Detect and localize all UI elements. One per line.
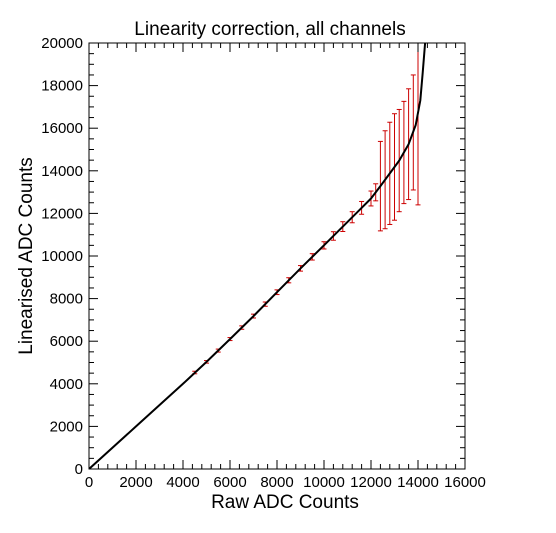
y-tick-label: 12000 [41, 205, 83, 222]
x-axis-label: Raw ADC Counts [211, 492, 359, 513]
x-tick-label: 10000 [303, 474, 345, 491]
y-tick-label: 18000 [41, 78, 83, 95]
x-tick-label: 6000 [213, 474, 246, 491]
y-axis-label: Linearised ADC Counts [16, 157, 37, 355]
curve-layer [89, 43, 427, 469]
linearity-curve [89, 43, 427, 469]
error-bars [192, 43, 421, 375]
tick-labels: 0 2000 4000 6000 8000 10000 12000 14000 16000 0 20… [41, 35, 486, 491]
x-tick-label: 0 [85, 474, 93, 491]
y-tick-label: 2000 [50, 418, 83, 435]
x-tick-label: 4000 [166, 474, 199, 491]
y-tick-label: 0 [75, 461, 83, 478]
y-tick-label: 14000 [41, 163, 83, 180]
x-tick-label: 12000 [350, 474, 392, 491]
y-tick-label: 6000 [50, 333, 83, 350]
y-tick-label: 10000 [41, 248, 83, 265]
x-tick-label: 8000 [260, 474, 293, 491]
x-tick-label: 2000 [119, 474, 152, 491]
y-tick-label: 20000 [41, 35, 83, 52]
chart-title: Linearity correction, all channels [134, 19, 405, 40]
axes [88, 42, 466, 470]
x-tick-label: 16000 [444, 474, 486, 491]
y-tick-label: 4000 [50, 376, 83, 393]
y-tick-label: 8000 [50, 291, 83, 308]
x-tick-label: 14000 [397, 474, 439, 491]
y-tick-label: 16000 [41, 120, 83, 137]
